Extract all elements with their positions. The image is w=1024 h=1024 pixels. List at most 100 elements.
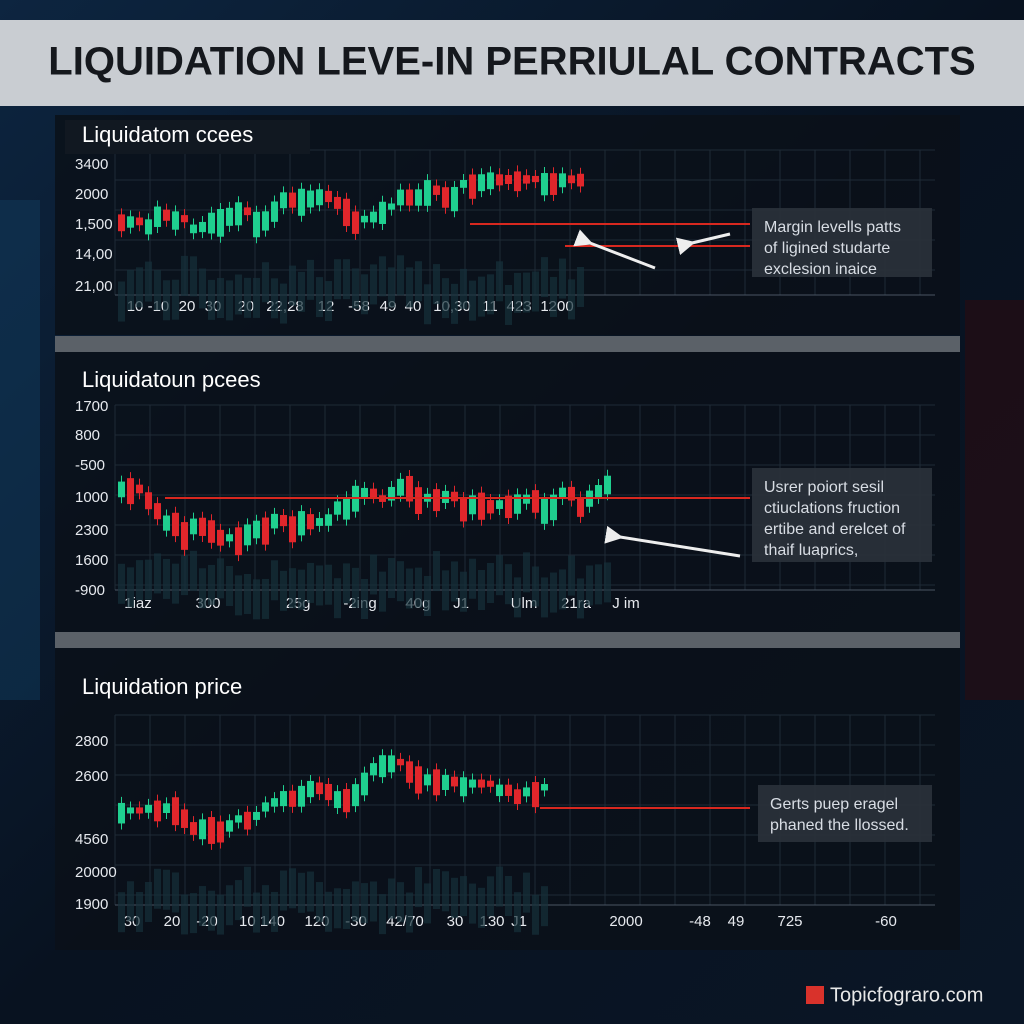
candle (271, 513, 278, 529)
volume-bar (595, 564, 602, 605)
volume-bar (406, 267, 413, 308)
candle (478, 492, 485, 520)
candle (289, 516, 296, 543)
y-label: 4560 (75, 831, 108, 848)
candle (118, 802, 125, 824)
volume-bar (487, 876, 494, 917)
volume-bar (172, 563, 179, 604)
volume-bar (298, 271, 305, 312)
candle (199, 819, 206, 840)
candle (217, 821, 224, 843)
volume-bar (505, 875, 512, 916)
candle (307, 514, 314, 530)
panels: Liquidatom ccees 3400 2000 1,500 14,00 21,00 1… (55, 115, 960, 950)
y-label: 1700 (75, 398, 108, 415)
volume-bar (226, 885, 233, 926)
candle (361, 215, 368, 223)
y-label: 2600 (75, 768, 108, 785)
volume-bar (316, 277, 323, 318)
volume-bar (163, 558, 170, 599)
candle (217, 529, 224, 546)
candle (343, 497, 350, 520)
candle (136, 484, 143, 494)
candle (424, 774, 431, 786)
candle (361, 772, 368, 796)
volume-bar (136, 560, 143, 601)
volume-bar (244, 277, 251, 318)
candle (325, 783, 332, 801)
candle (469, 174, 476, 199)
volume-bar (190, 550, 197, 591)
candle (442, 774, 449, 791)
candle (145, 492, 152, 510)
volume-bar (289, 265, 296, 306)
candle (568, 175, 575, 184)
volume-bar (325, 281, 332, 322)
volume-bar (541, 577, 548, 618)
note-line: Margin levells patts (764, 219, 901, 236)
volume-bar (514, 892, 521, 933)
volume-bar (532, 566, 539, 607)
candle (415, 487, 422, 514)
volume-bar (478, 276, 485, 317)
volume-bar (532, 271, 539, 312)
volume-bar (316, 565, 323, 606)
candle (127, 478, 134, 505)
candle (208, 212, 215, 234)
candle (307, 190, 314, 208)
volume-bar (208, 279, 215, 320)
candle (505, 495, 512, 519)
candle (541, 173, 548, 196)
volume-bar (343, 259, 350, 300)
volume-bar (298, 569, 305, 610)
logo (806, 986, 824, 1004)
y-label: 20000 (75, 864, 117, 881)
candle (316, 189, 323, 206)
note-line: Gerts puep eragel (770, 796, 898, 813)
y-label: -500 (75, 457, 105, 474)
volume-bar (127, 269, 134, 310)
candle (514, 171, 521, 192)
volume-bar (235, 274, 242, 315)
volume-bar (478, 569, 485, 610)
candle (325, 514, 332, 526)
volume-bar (136, 267, 143, 308)
volume-bar (118, 563, 125, 604)
candle (505, 784, 512, 796)
volume-bar (181, 555, 188, 596)
volume-bar (442, 871, 449, 912)
x-label: 42/70 (386, 913, 424, 930)
candle (406, 761, 413, 783)
candle (559, 173, 566, 188)
candle (514, 789, 521, 805)
volume-bar (415, 867, 422, 908)
volume-bar (460, 571, 467, 612)
volume-bar (352, 567, 359, 608)
panel-heading: Liquidatoun pcees (82, 367, 261, 392)
volume-bar (487, 274, 494, 315)
note-line: Usrer poiort sesil (764, 479, 884, 496)
candle (496, 174, 503, 186)
y-label: 1000 (75, 489, 108, 506)
candle (172, 797, 179, 826)
volume-bar (271, 891, 278, 932)
candle (154, 503, 161, 520)
y-label: 3400 (75, 156, 108, 173)
y-label: 21,00 (75, 278, 113, 295)
candle (334, 791, 341, 809)
volume-bar (433, 264, 440, 305)
candle (460, 498, 467, 522)
candle (361, 487, 368, 499)
volume-bar (280, 570, 287, 611)
y-label: 1900 (75, 896, 108, 913)
x-label: 2000 (609, 913, 642, 930)
candle (172, 512, 179, 537)
candle (487, 500, 494, 514)
candle (433, 769, 440, 796)
volume-bar (478, 887, 485, 928)
volume-bar (199, 268, 206, 309)
candle (352, 784, 359, 807)
candle (352, 211, 359, 234)
volume-bar (307, 259, 314, 300)
volume-bar (370, 554, 377, 595)
